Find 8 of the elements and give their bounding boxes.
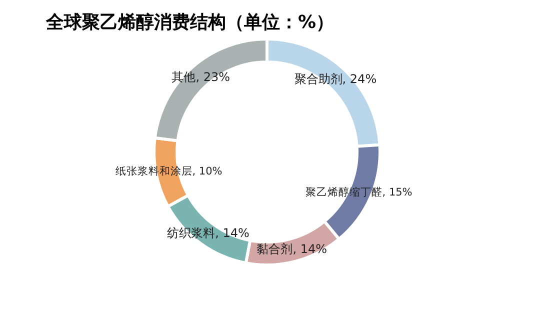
slice-label: 聚合助剂, 24%: [294, 72, 377, 86]
slice: 聚合助剂, 24%: [266, 38, 382, 148]
slice-label: 黏合剂, 14%: [256, 242, 328, 256]
slice-label: 纺织浆料, 14%: [167, 226, 250, 240]
slice: 其他, 23%: [153, 38, 268, 142]
chart-title: 全球聚乙烯醇消费结构（单位：%）: [44, 12, 334, 33]
slice-label: 其他, 23%: [172, 70, 230, 84]
slice-label: 聚乙烯醇缩丁醛, 15%: [305, 186, 412, 199]
